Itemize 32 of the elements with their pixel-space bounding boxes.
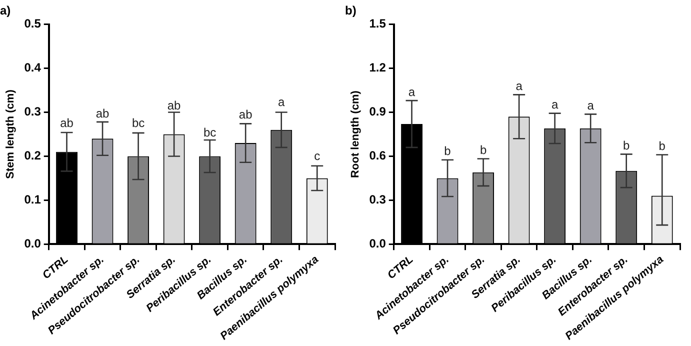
y-tick-label: 0.0 [369,236,386,250]
y-axis-title: Stem length (cm) [4,89,17,179]
annotation: ab [96,106,110,121]
y-tick-label: 1.5 [369,16,386,31]
annotation: ab [238,108,253,122]
y-tick-label: 0.5 [24,16,42,31]
y-tick-label: 0.1 [24,192,42,206]
annotation: bc [132,116,145,130]
annotation: a [551,98,558,112]
annotation: b [658,139,666,154]
annotation: ab [60,116,74,130]
y-tick-label: 0.2 [24,148,42,163]
annotation: b [480,143,487,158]
y-tick-label: 0.0 [24,236,42,250]
y-tick-label: 0.9 [369,104,386,119]
annotation: b [444,144,452,158]
y-tick-label: 0.3 [369,192,386,206]
annotation: b [623,138,630,152]
annotation: a [408,84,416,99]
y-tick-label: 0.3 [24,104,42,119]
y-axis-title: Root length (cm) [350,90,362,178]
chart-title: a) [0,4,11,18]
annotation: bc [203,126,216,140]
y-tick-label: 0.4 [24,60,42,75]
annotation: ab [167,98,182,112]
annotation: a [587,98,594,112]
annotation: a [516,79,523,94]
annotation: c [314,148,320,163]
annotation: a [278,94,286,109]
y-tick-label: 1.2 [369,60,386,75]
y-tick-label: 0.6 [369,148,386,163]
chart-title: b) [345,4,356,18]
